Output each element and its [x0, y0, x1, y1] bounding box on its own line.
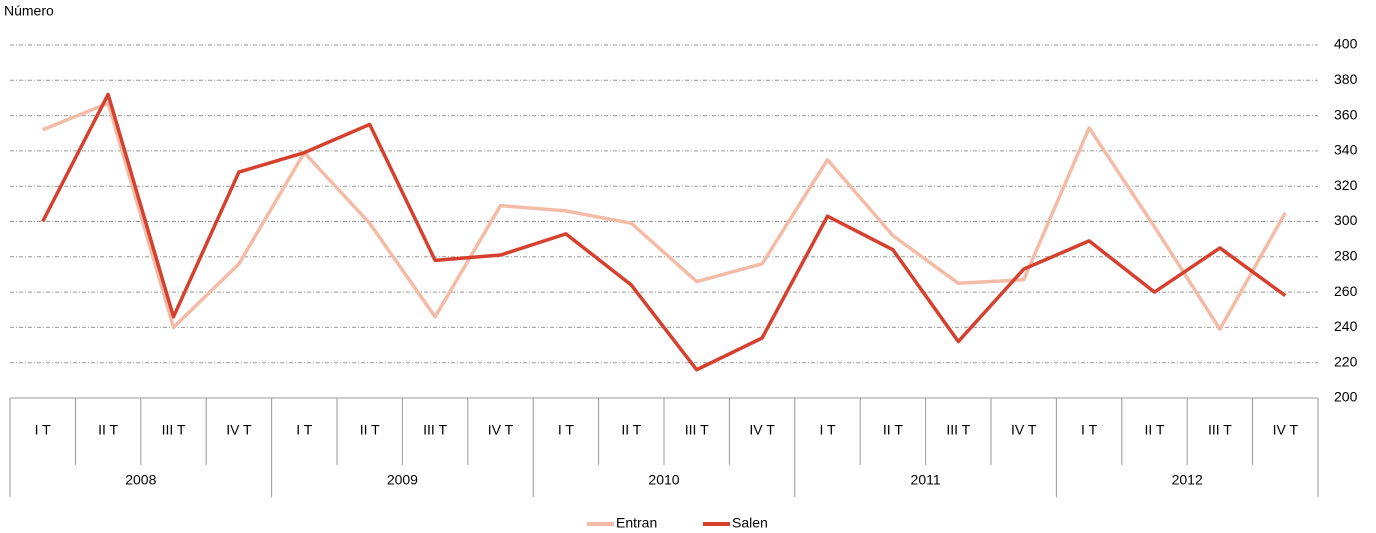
x-tick-label: III T — [946, 422, 970, 438]
x-tick-label: I T — [35, 422, 52, 438]
y-tick-label: 220 — [1334, 353, 1358, 369]
x-tick-label: IV T — [226, 422, 252, 438]
x-tick-label: II T — [621, 422, 641, 438]
y-tick-label: 360 — [1334, 106, 1358, 122]
x-tick-label: III T — [423, 422, 447, 438]
x-tick-label: I T — [296, 422, 313, 438]
y-tick-label: 400 — [1334, 36, 1358, 52]
x-tick-label: II T — [1145, 422, 1165, 438]
x-tick-label: I T — [1081, 422, 1098, 438]
x-tick-label: I T — [819, 422, 836, 438]
legend-label: Salen — [732, 515, 768, 531]
group-label: 2012 — [1172, 472, 1203, 488]
group-label: 2011 — [911, 472, 941, 488]
x-tick-label: II T — [883, 422, 903, 438]
y-tick-label: 280 — [1334, 248, 1358, 264]
x-tick-label: IV T — [749, 422, 775, 438]
group-label: 2010 — [648, 472, 679, 488]
x-tick-label: IV T — [1273, 422, 1299, 438]
x-tick-label: IV T — [1011, 422, 1037, 438]
x-tick-label: III T — [685, 422, 709, 438]
x-tick-label: III T — [162, 422, 186, 438]
y-axis-label: Número — [4, 3, 54, 19]
legend-label: Entran — [616, 515, 657, 531]
y-tick-label: 240 — [1334, 318, 1358, 334]
y-tick-label: 300 — [1334, 212, 1358, 228]
y-tick-label: 200 — [1334, 389, 1358, 405]
x-tick-label: IV T — [488, 422, 514, 438]
series-line — [42, 101, 1287, 331]
y-tick-label: 340 — [1334, 142, 1358, 158]
group-label: 2009 — [387, 472, 418, 488]
y-tick-label: 260 — [1334, 283, 1358, 299]
series-line — [41, 92, 1287, 372]
y-tick-label: 380 — [1334, 71, 1358, 87]
x-tick-label: II T — [98, 422, 118, 438]
x-tick-label: III T — [1208, 422, 1232, 438]
x-tick-label: II T — [360, 422, 380, 438]
y-tick-label: 320 — [1334, 177, 1358, 193]
x-tick-label: I T — [558, 422, 575, 438]
group-label: 2008 — [125, 472, 156, 488]
